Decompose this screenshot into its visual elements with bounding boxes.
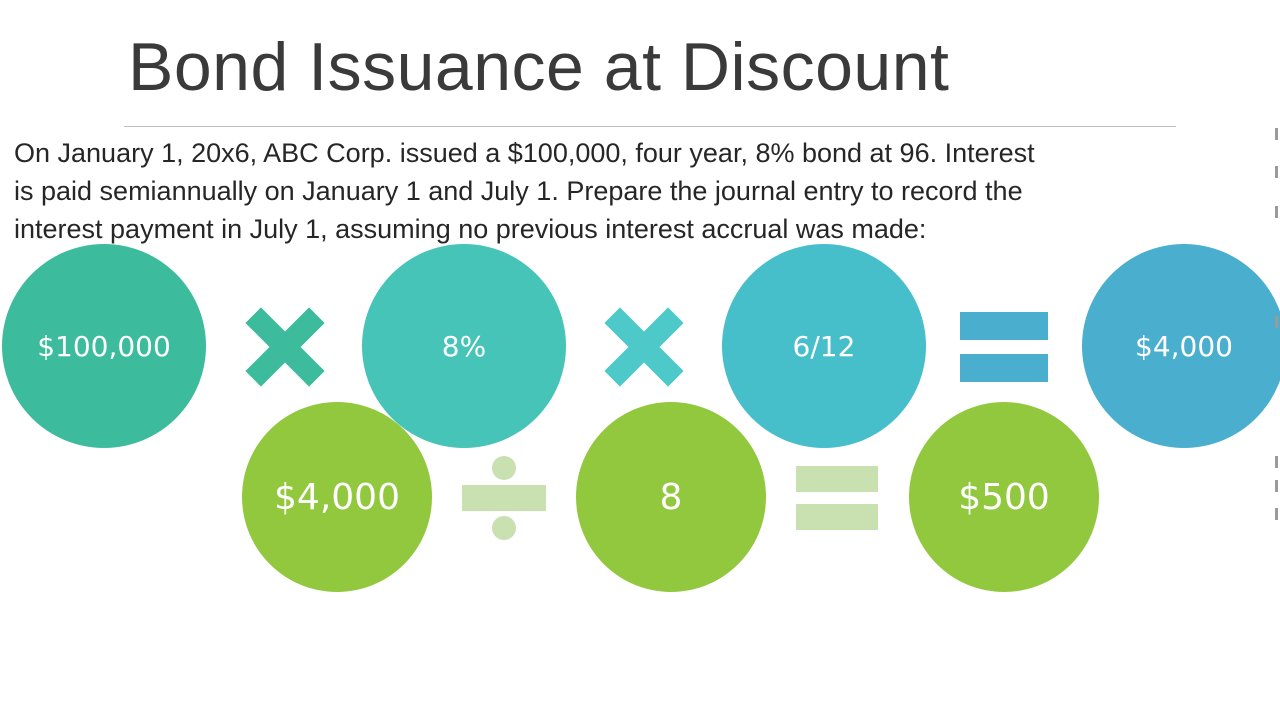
problem-line: interest payment in July 1, assuming no …: [14, 214, 927, 244]
periods-circle: 8: [576, 402, 766, 592]
interest-circle: $4,000: [242, 402, 432, 592]
slide-title: Bond Issuance at Discount: [128, 29, 950, 105]
rate-circle: 8%: [362, 244, 566, 448]
edge-marks: [1272, 120, 1280, 540]
problem-line: On January 1, 20x6, ABC Corp. issued a $…: [14, 138, 1035, 168]
problem-statement: On January 1, 20x6, ABC Corp. issued a $…: [14, 134, 1264, 248]
problem-line: is paid semiannually on January 1 and Ju…: [14, 176, 1023, 206]
result-circle: $4,000: [1082, 244, 1280, 448]
multiply-icon: [604, 307, 684, 387]
face-value-circle: $100,000: [2, 244, 206, 448]
equals-icon: [960, 312, 1048, 382]
title-divider: [124, 126, 1176, 127]
semiannual-result-circle: $500: [909, 402, 1099, 592]
period-circle: 6/12: [722, 244, 926, 448]
multiply-icon: [245, 307, 325, 387]
equals-icon: [796, 466, 878, 530]
divide-icon: [462, 456, 546, 540]
